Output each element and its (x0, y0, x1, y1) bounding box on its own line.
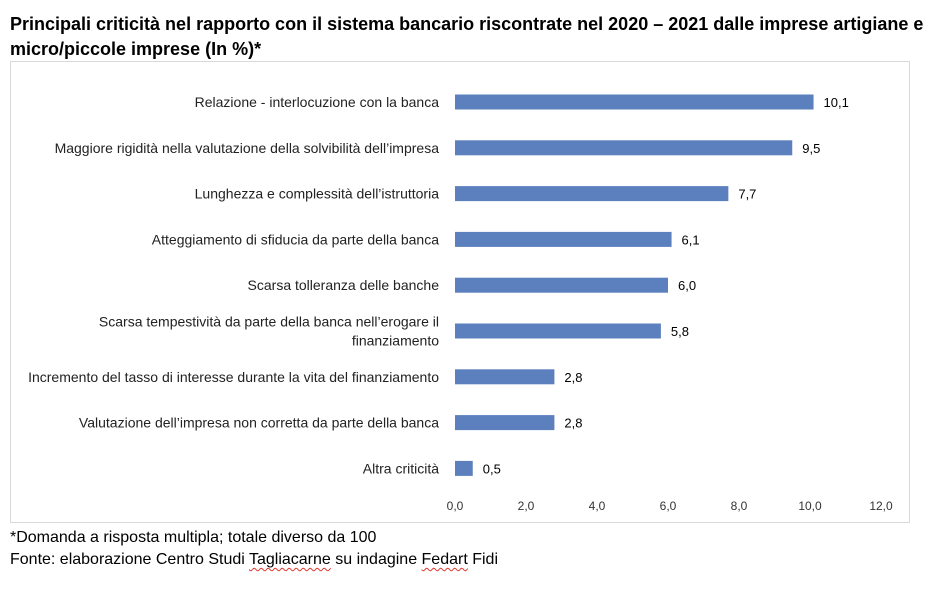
footnotes: *Domanda a risposta multipla; totale div… (10, 527, 498, 571)
x-tick-label: 6,0 (660, 499, 677, 513)
data-label: 7,7 (738, 187, 756, 202)
category-label: Scarsa tolleranza delle banche (248, 277, 440, 293)
x-tick-label: 0,0 (447, 499, 464, 513)
x-tick-label: 8,0 (731, 499, 748, 513)
x-tick-label: 2,0 (518, 499, 535, 513)
footnote-source: Fonte: elaborazione Centro Studi Tagliac… (10, 549, 498, 571)
x-tick-label: 4,0 (589, 499, 606, 513)
x-tick-label: 10,0 (798, 499, 822, 513)
category-label: Atteggiamento di sfiducia da parte della… (152, 231, 439, 247)
bar (455, 415, 555, 431)
x-tick-label: 12,0 (869, 499, 893, 513)
bar (455, 369, 555, 385)
data-label: 2,8 (564, 416, 582, 431)
source-word-fedart: Fedart (421, 551, 468, 568)
bar (455, 323, 661, 339)
chart-area: 10,1 Relazione - interlocuzione con la ba… (10, 61, 910, 523)
category-label: Maggiore rigidità nella valutazione dell… (55, 140, 440, 156)
bar (455, 140, 793, 156)
category-label: Scarsa tempestività da parte della banca… (99, 314, 439, 330)
bar (455, 277, 668, 293)
footnote-multiple-answer: *Domanda a risposta multipla; totale div… (10, 529, 377, 546)
category-label: Valutazione dell’impresa non corretta da… (79, 415, 439, 431)
data-label: 0,5 (483, 461, 501, 476)
source-suffix: Fidi (467, 551, 499, 568)
bar (455, 94, 814, 110)
category-label: Lunghezza e complessità dell’istruttoria (195, 186, 440, 202)
category-label: Incremento del tasso di interesse durant… (28, 369, 439, 385)
source-prefix: Fonte: elaborazione Centro Studi (10, 551, 249, 568)
category-label: Altra criticità (363, 460, 439, 476)
bar (455, 231, 672, 247)
chart-title: Principali criticità nel rapporto con il… (10, 14, 924, 59)
data-label: 6,1 (682, 232, 700, 247)
data-label: 9,5 (802, 141, 820, 156)
bar-chart: 10,1 Relazione - interlocuzione con la ba… (28, 94, 893, 513)
source-middle: su indagine (330, 551, 422, 568)
data-label: 10,1 (824, 95, 849, 110)
category-label: finanziamento (352, 333, 439, 349)
source-word-tagliacarne: Tagliacarne (248, 551, 331, 568)
category-label: Relazione - interlocuzione con la banca (195, 94, 440, 110)
data-label: 5,8 (671, 324, 689, 339)
data-label: 6,0 (678, 278, 696, 293)
bar (455, 186, 729, 202)
data-label: 2,8 (564, 370, 582, 385)
bar (455, 460, 473, 476)
